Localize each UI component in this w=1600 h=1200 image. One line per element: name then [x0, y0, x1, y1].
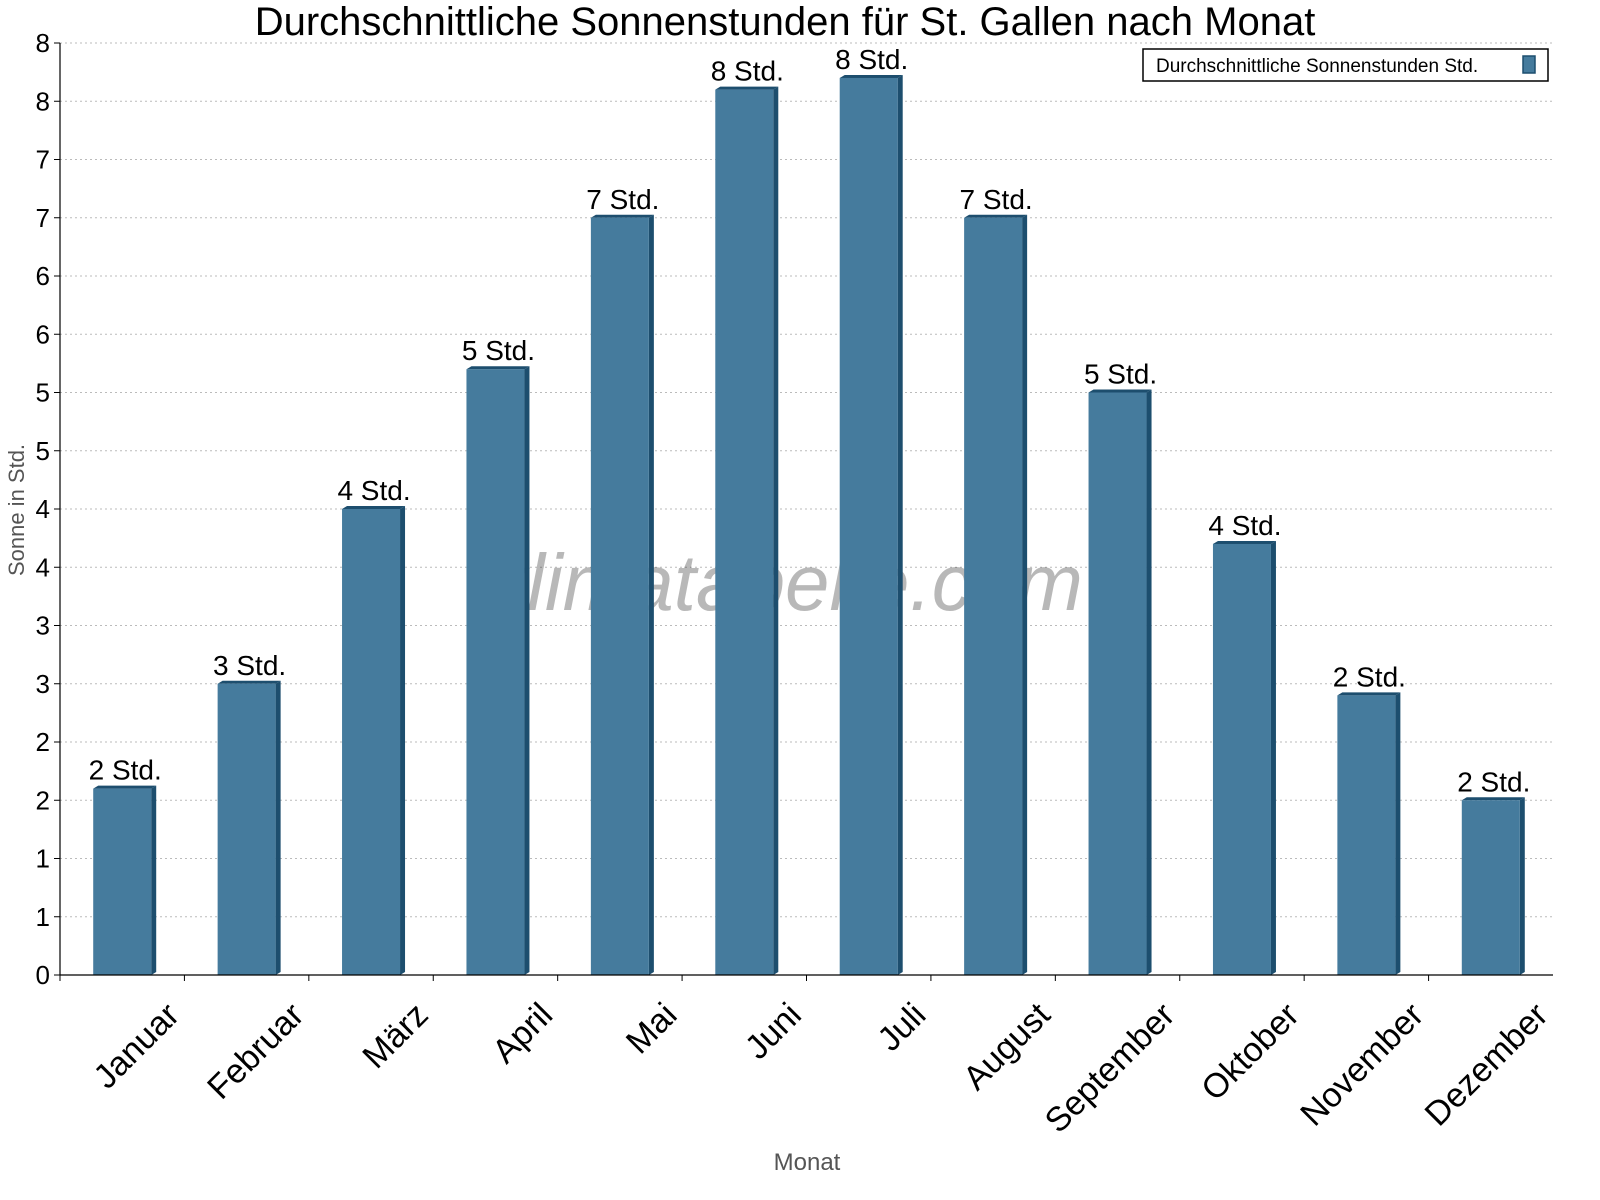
bar-side — [1146, 389, 1152, 975]
bar — [342, 509, 401, 975]
y-tick-label: 1 — [36, 902, 50, 932]
bar — [466, 369, 525, 975]
bar-side — [897, 74, 903, 975]
data-label: 2 Std. — [1333, 661, 1406, 692]
bar-side — [648, 214, 654, 975]
bar — [93, 788, 152, 975]
bar — [1212, 543, 1271, 975]
data-label: 4 Std. — [337, 475, 410, 506]
bars: 2 Std. 3 Std. 4 Std. 5 Std. 7 Std. 8 Std. 8 St… — [89, 44, 1530, 976]
bar-side — [151, 785, 157, 975]
bar — [839, 77, 898, 975]
grid — [60, 42, 1553, 918]
bar-top — [217, 680, 281, 684]
bar — [1461, 800, 1520, 975]
data-label: 5 Std. — [462, 335, 535, 366]
y-tick-label: 6 — [36, 319, 50, 349]
bar-side — [275, 680, 281, 975]
y-tick-label: 3 — [36, 669, 50, 699]
bar — [1337, 695, 1396, 975]
x-tick-label: Mai — [619, 996, 685, 1062]
bar-top — [590, 214, 654, 218]
x-tick-label: April — [485, 996, 560, 1071]
bar-top — [342, 506, 406, 509]
x-tick-label: Oktober — [1194, 996, 1306, 1108]
x-tick-label: Juli — [870, 996, 933, 1059]
y-tick-label: 2 — [36, 785, 50, 815]
bar-top — [1212, 540, 1276, 544]
bar-top — [93, 785, 157, 789]
legend: Durchschnittliche Sonnenstunden Std. — [1142, 48, 1549, 82]
bar-top — [466, 366, 530, 370]
x-tick-label: August — [956, 995, 1058, 1097]
legend-swatch — [1522, 55, 1536, 74]
bar — [217, 683, 276, 975]
bar — [964, 217, 1023, 975]
data-label: 5 Std. — [1084, 359, 1157, 390]
chart-title: Durchschnittliche Sonnenstunden für St. … — [255, 0, 1316, 44]
bar — [1088, 392, 1147, 975]
bar-side — [1519, 797, 1525, 975]
y-tick-label: 7 — [36, 145, 50, 175]
bar — [590, 217, 649, 975]
data-label: 8 Std. — [711, 56, 784, 87]
y-tick-label: 4 — [36, 494, 50, 524]
x-tick-label: Dezember — [1418, 996, 1556, 1134]
bar-side — [1395, 692, 1401, 975]
y-axis-label: Sonne in Std. — [4, 444, 29, 576]
bar-side — [1270, 540, 1276, 975]
bar-top — [839, 74, 903, 78]
x-tick-label: Juni — [738, 996, 809, 1067]
y-tick-label: 2 — [36, 727, 50, 757]
bar-side — [1022, 214, 1028, 975]
y-tick-label: 5 — [36, 436, 50, 466]
y-tick-label: 8 — [36, 28, 50, 58]
y-tick-label: 5 — [36, 378, 50, 408]
bar-top — [715, 86, 779, 90]
data-label: 3 Std. — [213, 650, 286, 681]
data-label: 2 Std. — [89, 755, 162, 786]
y-tick-label: 8 — [36, 86, 50, 116]
x-tick-label: September — [1038, 996, 1182, 1140]
bar-side — [524, 366, 530, 975]
x-tick-label: Februar — [200, 996, 311, 1107]
x-tick-label: Januar — [86, 996, 186, 1096]
bar-side — [400, 506, 406, 975]
y-tick-label: 3 — [36, 611, 50, 641]
bar-side — [773, 86, 779, 976]
y-tick-label: 0 — [36, 960, 50, 990]
y-tick-label: 7 — [36, 203, 50, 233]
data-label: 7 Std. — [586, 184, 659, 215]
bar — [715, 89, 774, 976]
bar-top — [1461, 797, 1525, 801]
data-label: 7 Std. — [960, 184, 1033, 215]
y-tick-label: 4 — [36, 552, 50, 582]
legend-label: Durchschnittliche Sonnenstunden Std. — [1156, 56, 1478, 77]
bar-top — [1337, 692, 1401, 696]
y-tick-label: 6 — [36, 261, 50, 291]
data-label: 8 Std. — [835, 44, 908, 75]
data-label: 4 Std. — [1208, 510, 1281, 541]
legend-box — [1142, 48, 1549, 82]
x-tick-label: November — [1293, 996, 1431, 1134]
data-label: 2 Std. — [1457, 766, 1530, 797]
y-tick-label: 1 — [36, 844, 50, 874]
bar-top — [964, 214, 1028, 218]
bar-top — [1088, 389, 1152, 393]
x-tick-label: März — [355, 996, 435, 1076]
x-axis-label: Monat — [774, 1149, 841, 1176]
